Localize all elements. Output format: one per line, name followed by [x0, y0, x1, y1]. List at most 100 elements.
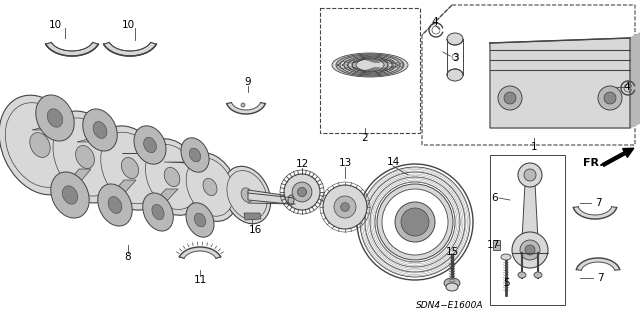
Ellipse shape — [186, 158, 234, 216]
Ellipse shape — [141, 139, 204, 215]
Text: 15: 15 — [445, 247, 459, 257]
Ellipse shape — [98, 184, 132, 226]
Ellipse shape — [164, 167, 180, 187]
Text: 4: 4 — [432, 17, 438, 27]
Polygon shape — [573, 207, 617, 219]
Ellipse shape — [352, 58, 388, 72]
Ellipse shape — [5, 103, 75, 187]
Ellipse shape — [340, 55, 400, 75]
Polygon shape — [490, 38, 630, 128]
Circle shape — [323, 185, 367, 229]
Ellipse shape — [223, 166, 271, 224]
Circle shape — [334, 196, 356, 218]
Ellipse shape — [348, 57, 392, 73]
Bar — [320, 8, 420, 133]
Ellipse shape — [501, 254, 511, 260]
Ellipse shape — [336, 54, 404, 76]
Circle shape — [498, 86, 522, 110]
Ellipse shape — [189, 148, 200, 162]
Polygon shape — [164, 162, 203, 163]
Polygon shape — [104, 42, 156, 56]
Text: 7: 7 — [596, 273, 604, 283]
Ellipse shape — [143, 193, 173, 231]
Text: 2: 2 — [362, 133, 368, 143]
Ellipse shape — [51, 172, 89, 218]
Ellipse shape — [108, 197, 122, 213]
Text: 12: 12 — [296, 159, 308, 169]
Circle shape — [241, 103, 245, 107]
Bar — [490, 155, 565, 305]
Ellipse shape — [76, 145, 95, 168]
Polygon shape — [244, 213, 261, 220]
Circle shape — [604, 92, 616, 104]
Bar — [493, 240, 500, 250]
Ellipse shape — [447, 69, 463, 81]
Ellipse shape — [53, 118, 117, 196]
Polygon shape — [77, 138, 108, 142]
Polygon shape — [522, 183, 538, 240]
Text: 5: 5 — [504, 278, 510, 288]
Ellipse shape — [181, 138, 209, 172]
Ellipse shape — [0, 95, 81, 195]
Circle shape — [598, 86, 622, 110]
Polygon shape — [227, 103, 266, 114]
Ellipse shape — [186, 203, 214, 237]
Text: 1: 1 — [531, 142, 538, 152]
Ellipse shape — [288, 195, 294, 205]
Ellipse shape — [152, 204, 164, 219]
Text: 3: 3 — [452, 53, 458, 63]
Ellipse shape — [134, 126, 166, 164]
Polygon shape — [45, 42, 99, 56]
Ellipse shape — [203, 178, 217, 196]
Circle shape — [520, 240, 540, 260]
Text: 14: 14 — [387, 157, 399, 167]
Circle shape — [452, 54, 458, 60]
Ellipse shape — [30, 133, 50, 158]
FancyArrow shape — [602, 148, 634, 166]
Ellipse shape — [447, 33, 463, 45]
Polygon shape — [64, 169, 91, 187]
Circle shape — [401, 208, 429, 236]
Ellipse shape — [227, 171, 267, 219]
Circle shape — [340, 203, 349, 211]
Circle shape — [512, 232, 548, 268]
Circle shape — [357, 164, 473, 280]
Text: 10: 10 — [122, 20, 134, 30]
Text: 11: 11 — [193, 275, 207, 285]
Ellipse shape — [534, 272, 542, 278]
Ellipse shape — [47, 109, 63, 127]
Text: 4: 4 — [624, 82, 630, 92]
Polygon shape — [32, 126, 63, 130]
Ellipse shape — [62, 186, 77, 204]
Circle shape — [292, 182, 312, 202]
Polygon shape — [109, 180, 136, 197]
Ellipse shape — [518, 272, 526, 278]
Text: FR.: FR. — [583, 158, 604, 168]
Ellipse shape — [182, 152, 238, 221]
Text: 10: 10 — [49, 20, 61, 30]
Ellipse shape — [444, 278, 460, 288]
Ellipse shape — [446, 283, 458, 291]
Ellipse shape — [95, 126, 164, 210]
Ellipse shape — [332, 53, 408, 77]
Circle shape — [382, 189, 448, 255]
Ellipse shape — [36, 95, 74, 141]
Polygon shape — [248, 190, 295, 204]
Circle shape — [377, 184, 453, 260]
Circle shape — [298, 188, 307, 197]
Text: 7: 7 — [595, 198, 602, 208]
Text: 6: 6 — [492, 193, 499, 203]
Ellipse shape — [241, 188, 253, 202]
Text: 9: 9 — [244, 77, 252, 87]
Circle shape — [524, 169, 536, 181]
Ellipse shape — [47, 111, 123, 203]
Ellipse shape — [356, 59, 384, 71]
Ellipse shape — [100, 132, 159, 204]
Ellipse shape — [122, 158, 139, 179]
Ellipse shape — [344, 56, 396, 74]
Polygon shape — [630, 33, 640, 128]
Text: 13: 13 — [339, 158, 351, 168]
Circle shape — [395, 202, 435, 242]
Text: 8: 8 — [125, 252, 131, 262]
Circle shape — [518, 163, 542, 187]
